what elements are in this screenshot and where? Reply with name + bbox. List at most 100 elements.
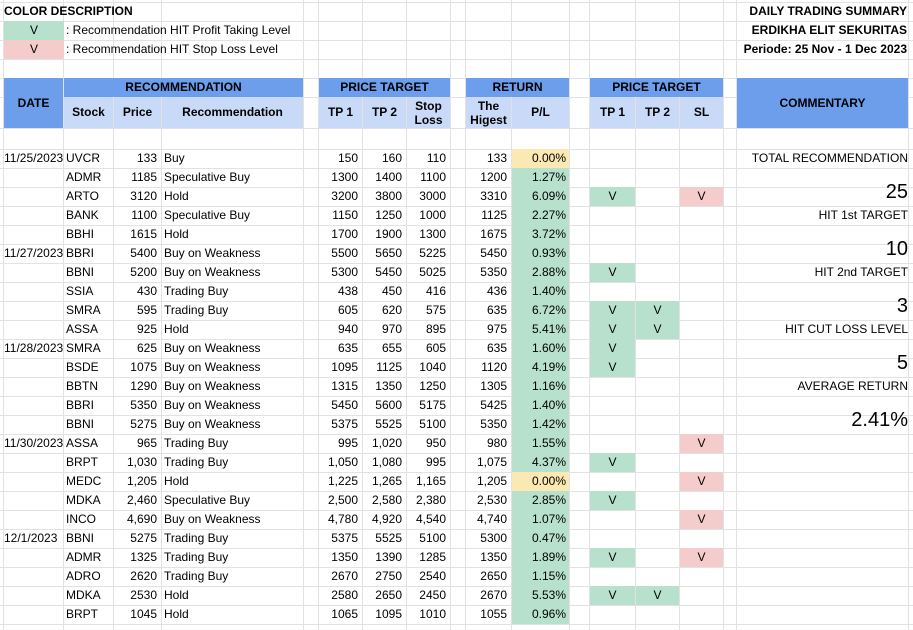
- commentary-avg-value: 2.41%: [851, 409, 908, 431]
- row-stop-loss: 575: [425, 303, 446, 317]
- row-stop-loss: 1010: [419, 607, 446, 621]
- row-hit-sl: [680, 320, 723, 339]
- row-highest: 635: [486, 303, 507, 317]
- row-highest: 1350: [480, 550, 507, 564]
- row-tp2: 160: [381, 151, 402, 165]
- row-tp1: 5450: [331, 398, 358, 412]
- row-tp2: 3800: [375, 189, 402, 203]
- row-stock: BBNI: [66, 265, 95, 279]
- row-stock: UVCR: [66, 151, 101, 165]
- row-stock: ASSA: [66, 322, 99, 336]
- row-hit-tp1: [590, 434, 635, 453]
- row-hit-sl: V: [680, 510, 723, 529]
- row-hit-tp2: [636, 605, 679, 624]
- header-highest: The Higest: [466, 97, 511, 128]
- row-hit-tp2: [636, 567, 679, 586]
- row-hit-tp2: [636, 358, 679, 377]
- row-stop-loss: 1,165: [415, 474, 446, 488]
- row-stock: BBTN: [66, 379, 99, 393]
- row-stop-loss: 2540: [419, 569, 446, 583]
- row-recommendation: Speculative Buy: [164, 493, 251, 507]
- row-pl: 1.40%: [512, 282, 569, 301]
- row-tp2: 2,580: [371, 493, 402, 507]
- row-hit-tp1: [590, 206, 635, 225]
- row-tp2: 1400: [375, 170, 402, 184]
- row-tp2: 1,020: [371, 436, 402, 450]
- row-stop-loss: 995: [425, 455, 446, 469]
- report-period: Periode: 25 Nov - 1 Dec 2023: [743, 42, 907, 56]
- row-price: 5350: [130, 398, 157, 412]
- row-date: [4, 168, 63, 187]
- row-hit-sl: [680, 453, 723, 472]
- row-pl: 1.55%: [512, 434, 569, 453]
- row-pl: 6.09%: [512, 187, 569, 206]
- row-hit-tp1: [590, 472, 635, 491]
- row-price: 2530: [130, 588, 157, 602]
- row-price: 2620: [130, 569, 157, 583]
- row-price: 3120: [130, 189, 157, 203]
- row-tp2: 1250: [375, 208, 402, 222]
- row-hit-sl: [680, 396, 723, 415]
- row-tp2: 655: [381, 341, 402, 355]
- row-stock: ADRO: [66, 569, 101, 583]
- row-date: 11/28/2023: [4, 341, 63, 355]
- row-highest: 1675: [480, 227, 507, 241]
- report-title: DAILY TRADING SUMMARY: [749, 4, 907, 18]
- row-highest: 2,530: [476, 493, 507, 507]
- row-stop-loss: 1285: [419, 550, 446, 564]
- header-commentary: COMMENTARY: [737, 78, 908, 128]
- row-stock: ADMR: [66, 550, 102, 564]
- row-date: [4, 206, 63, 225]
- row-tp1: 635: [337, 341, 358, 355]
- row-stop-loss: 5100: [419, 417, 446, 431]
- row-hit-tp1: V: [590, 320, 635, 339]
- commentary-hit2-label: HIT 2nd TARGET: [814, 265, 908, 279]
- header-price-target-group: PRICE TARGET: [319, 78, 450, 97]
- row-highest: 133: [486, 151, 507, 165]
- row-recommendation: Trading Buy: [164, 436, 229, 450]
- row-tp1: 5375: [331, 531, 358, 545]
- row-hit-sl: [680, 225, 723, 244]
- row-date: [4, 358, 63, 377]
- row-tp2: 620: [381, 303, 402, 317]
- row-pl: 1.60%: [512, 339, 569, 358]
- row-highest: 5450: [480, 246, 507, 260]
- row-pl: 4.37%: [512, 453, 569, 472]
- row-hit-sl: [680, 491, 723, 510]
- row-highest: 1200: [480, 170, 507, 184]
- row-recommendation: Trading Buy: [164, 284, 229, 298]
- row-stock: BBNI: [66, 417, 95, 431]
- row-recommendation: Buy on Weakness: [164, 360, 261, 374]
- row-tp1: 3200: [331, 189, 358, 203]
- row-recommendation: Trading Buy: [164, 569, 229, 583]
- row-tp1: 1300: [331, 170, 358, 184]
- row-stock: BANK: [66, 208, 99, 222]
- row-tp2: 1125: [376, 360, 402, 374]
- row-pl: 0.47%: [512, 529, 569, 548]
- row-stop-loss: 4,540: [415, 512, 446, 526]
- commentary-hit2-value: 3: [896, 295, 908, 317]
- row-tp1: 5500: [331, 246, 358, 260]
- row-recommendation: Hold: [164, 322, 189, 336]
- commentary-hit1-value: 10: [885, 238, 908, 260]
- row-hit-tp1: [590, 415, 635, 434]
- row-hit-tp1: [590, 567, 635, 586]
- header-hit-group: PRICE TARGET: [590, 78, 723, 97]
- row-price: 2,460: [126, 493, 157, 507]
- row-date: [4, 320, 63, 339]
- row-highest: 1125: [481, 208, 507, 222]
- row-stock: BBRI: [66, 398, 95, 412]
- row-date: [4, 282, 63, 301]
- row-tp1: 150: [337, 151, 358, 165]
- row-date: [4, 510, 63, 529]
- row-recommendation: Buy on Weakness: [164, 265, 261, 279]
- row-stop-loss: 5225: [419, 246, 446, 260]
- header-price: Price: [114, 97, 161, 128]
- row-stock: BRPT: [66, 607, 99, 621]
- row-tp1: 2,500: [327, 493, 358, 507]
- commentary-cut-value: 5: [896, 352, 908, 374]
- header-stock: Stock: [64, 97, 113, 128]
- row-date: [4, 548, 63, 567]
- row-hit-tp2: [636, 263, 679, 282]
- row-hit-tp2: [636, 491, 679, 510]
